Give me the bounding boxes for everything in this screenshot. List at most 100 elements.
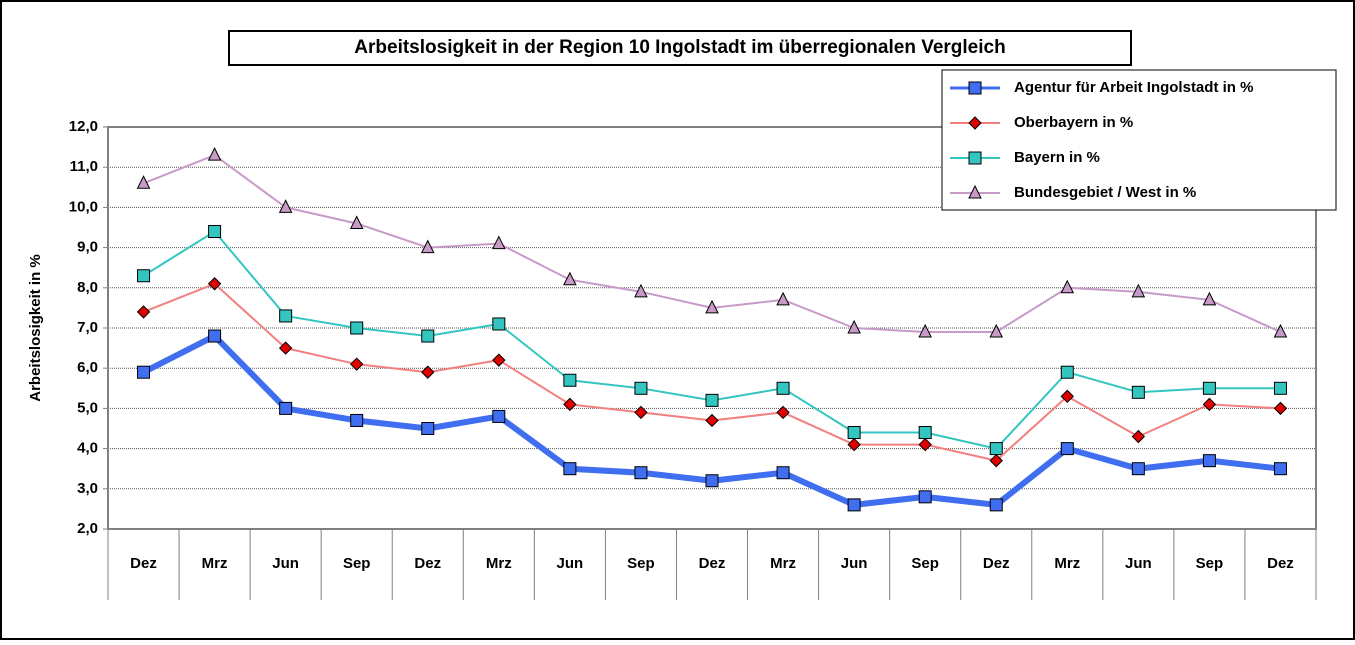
marker <box>968 151 982 165</box>
x-tick-label: Dez <box>1267 555 1294 572</box>
marker <box>989 498 1003 512</box>
x-tick-label: Dez <box>983 555 1010 572</box>
marker <box>634 405 648 420</box>
marker <box>705 299 719 314</box>
x-tick-label: Jun <box>272 555 299 572</box>
legend-label: Agentur für Arbeit Ingolstadt in % <box>1014 79 1253 96</box>
marker <box>989 442 1003 456</box>
marker <box>968 184 982 199</box>
marker <box>705 474 719 488</box>
y-tick-label: 7,0 <box>77 319 98 336</box>
marker <box>420 239 435 254</box>
y-tick-label: 3,0 <box>77 480 98 497</box>
legend-box <box>941 69 1337 211</box>
marker <box>1131 462 1145 476</box>
marker <box>776 466 790 480</box>
marker <box>207 277 222 291</box>
marker <box>1273 462 1287 476</box>
marker <box>492 409 506 423</box>
x-tick-label: Sep <box>1196 555 1224 572</box>
x-tick-label: Mrz <box>770 555 796 572</box>
plot-area <box>107 126 1317 530</box>
x-tick-label: Jun <box>1125 555 1152 572</box>
marker <box>1060 389 1074 404</box>
marker <box>968 116 982 130</box>
marker <box>350 321 364 335</box>
marker <box>1273 323 1288 338</box>
y-tick-label: 10,0 <box>69 198 98 215</box>
marker <box>989 323 1004 338</box>
marker <box>421 422 435 435</box>
y-tick-label: 2,0 <box>77 520 98 537</box>
marker <box>634 283 648 298</box>
marker <box>208 329 222 343</box>
marker <box>1273 381 1287 395</box>
marker <box>989 453 1003 468</box>
marker <box>563 462 577 476</box>
marker <box>1202 291 1217 306</box>
y-tick-label: 11,0 <box>70 158 98 175</box>
marker <box>1202 381 1216 395</box>
marker <box>918 437 932 452</box>
marker <box>776 405 790 420</box>
marker <box>1131 283 1146 298</box>
y-tick-label: 12,0 <box>69 118 98 135</box>
x-tick-label: Dez <box>130 555 157 572</box>
marker <box>1273 401 1288 416</box>
marker <box>421 365 435 379</box>
marker <box>208 225 222 239</box>
y-tick-label: 6,0 <box>77 359 98 376</box>
x-tick-label: Jun <box>557 555 584 572</box>
marker <box>1131 385 1145 399</box>
marker <box>847 319 861 334</box>
marker <box>207 147 222 161</box>
y-tick-label: 5,0 <box>77 399 98 416</box>
marker <box>136 175 151 189</box>
marker <box>279 309 293 323</box>
marker <box>847 426 861 440</box>
marker <box>492 235 506 250</box>
marker <box>136 305 151 319</box>
marker <box>1060 279 1075 294</box>
marker <box>776 291 790 306</box>
x-tick-label: Dez <box>414 555 441 572</box>
marker <box>776 381 790 395</box>
marker <box>350 413 364 427</box>
y-axis-label: Arbeitslosigkeit in % <box>27 254 44 402</box>
marker <box>137 269 151 283</box>
x-tick-label: Jun <box>841 555 868 572</box>
x-tick-label: Sep <box>627 555 655 572</box>
marker <box>918 323 932 338</box>
marker <box>1060 442 1074 456</box>
marker <box>918 426 932 440</box>
x-tick-label: Dez <box>699 555 726 572</box>
marker <box>1202 397 1217 412</box>
marker <box>634 381 648 395</box>
x-tick-label: Sep <box>911 555 939 572</box>
legend-label: Oberbayern in % <box>1014 114 1133 131</box>
marker <box>421 329 435 343</box>
marker <box>705 413 719 428</box>
title-box <box>228 30 1132 66</box>
marker <box>492 317 506 331</box>
marker <box>1131 429 1146 444</box>
marker <box>278 341 293 355</box>
x-tick-label: Mrz <box>202 555 228 572</box>
x-tick-label: Mrz <box>486 555 512 572</box>
marker <box>918 490 932 504</box>
marker <box>968 81 982 95</box>
marker <box>705 393 719 407</box>
legend-label: Bundesgebiet / West in % <box>1014 184 1196 201</box>
y-tick-label: 9,0 <box>77 239 98 256</box>
x-tick-label: Sep <box>343 555 371 572</box>
marker <box>563 397 577 412</box>
marker <box>563 373 577 387</box>
y-tick-label: 8,0 <box>77 279 98 296</box>
x-tick-label: Mrz <box>1054 555 1080 572</box>
marker <box>349 357 364 371</box>
marker <box>634 466 648 480</box>
marker <box>847 437 861 452</box>
legend-label: Bayern in % <box>1014 149 1100 166</box>
